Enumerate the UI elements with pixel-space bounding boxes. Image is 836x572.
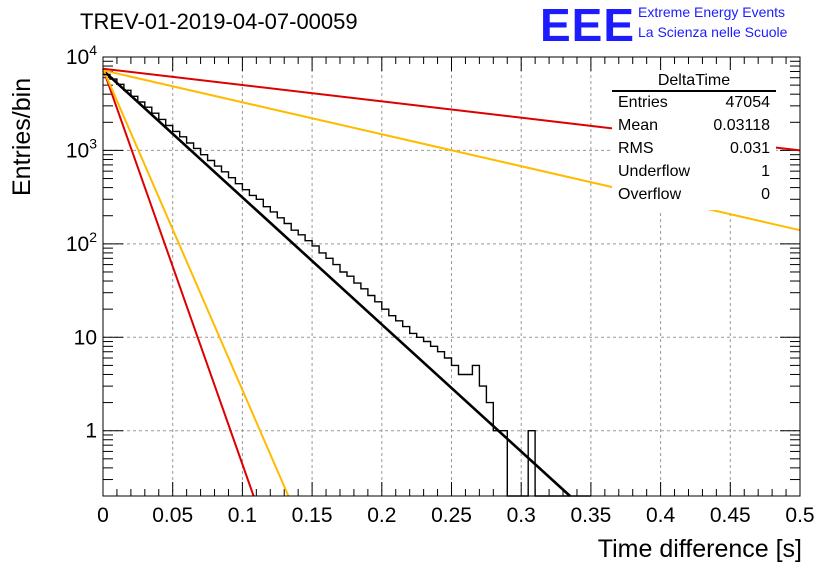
x-tick-label: 0.05 [152,504,193,527]
stat-row-entries: Entries 47054 [618,94,770,116]
fit-line-1 [102,68,255,497]
fit-line-2 [102,68,290,497]
x-tick-label: 0.4 [646,504,676,527]
stat-label: Underflow [618,163,691,180]
histogram [103,73,591,497]
x-tick-label: 0.45 [710,504,751,527]
y-tick-label: 104 [66,42,97,69]
stat-value: 0.031 [729,140,770,157]
y-tick-label: 103 [66,135,97,162]
logo-line-1: Extreme Energy Events [638,4,786,20]
x-axis-ticks: 0 0.05 0.1 0.15 0.2 0.25 0.3 0.35 0.4 0.45 0.5 [97,57,815,527]
y-tick-label: 10 [74,326,97,349]
stat-label: RMS [618,140,654,157]
x-tick-label: 0.25 [431,504,472,527]
stat-row-underflow: Underflow 1 [618,163,770,185]
x-tick-label: 0.5 [785,504,814,527]
stats-divider [612,90,776,92]
stat-label: Overflow [618,186,682,203]
x-tick-label: 0.35 [570,504,611,527]
x-tick-label: 0.3 [507,504,536,527]
fit-line-0 [102,69,571,497]
stats-box: DeltaTime Entries 47054 Mean 0.03118 RMS… [612,70,776,210]
stat-row-mean: Mean 0.03118 [618,117,770,139]
logo-line-2: La Scienza nelle Scuole [638,24,788,40]
stat-value: 47054 [725,94,771,111]
stat-row-overflow: Overflow 0 [618,186,770,208]
x-tick-label: 0.15 [292,504,333,527]
histogram-outline [103,73,591,497]
stat-value: 1 [761,163,770,180]
plot-frame [102,56,801,497]
x-axis-label: Time difference [s] [597,535,802,563]
stat-label: Mean [618,117,659,134]
y-axis-label: Entries/bin [8,77,36,196]
eee-logo: EEE [540,0,636,51]
stat-value: 0.03118 [713,117,770,134]
stat-label: Entries [618,94,668,111]
y-tick-label: 102 [66,229,97,256]
x-tick-label: 0.1 [228,504,257,527]
y-tick-label: 1 [85,420,97,443]
x-tick-label: 0 [97,504,109,527]
stats-title: DeltaTime [657,72,731,89]
chart-title: TREV-01-2019-04-07-00059 [80,9,358,34]
x-tick-label: 0.2 [367,504,396,527]
stat-row-rms: RMS 0.031 [618,140,770,162]
stat-value: 0 [761,186,770,203]
